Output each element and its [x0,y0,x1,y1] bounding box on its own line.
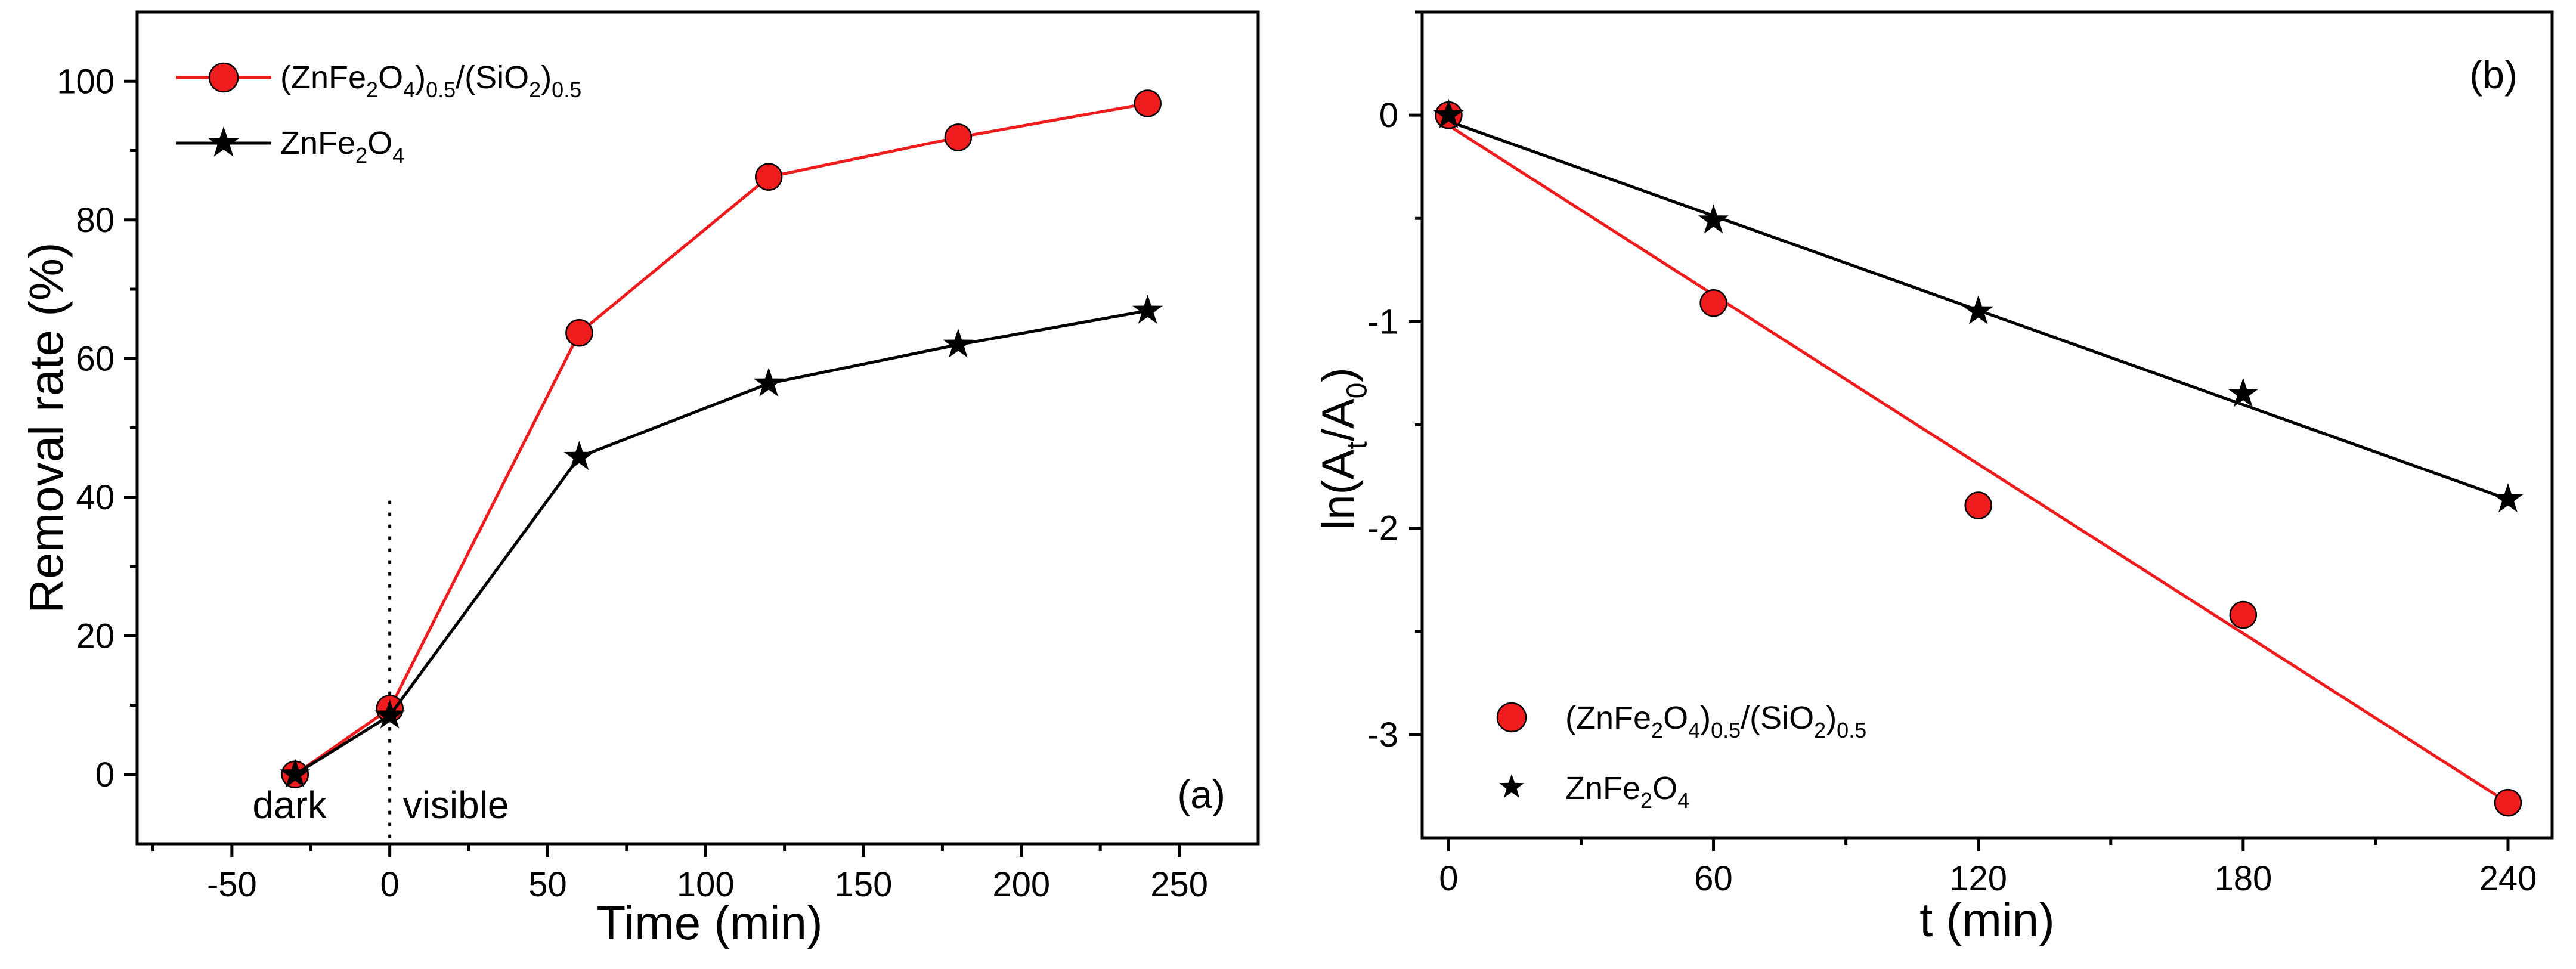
data-point-a [564,441,595,470]
x-axis-title-a: Time (min) [596,896,822,949]
legend-label-a: (ZnFe2O4)0.5/(SiO2)0.5 [280,60,581,102]
x-tick-label-a: 100 [677,865,735,904]
x-tick-label-b: 60 [1694,859,1733,898]
x-tick-label-b: 180 [2214,859,2272,898]
y-axis-title-b: ln(At/A0) [1313,367,1373,530]
y-tick-label-b: -1 [1367,302,1398,341]
data-point-a [565,318,593,347]
panel-label-b: (b) [2469,52,2518,97]
legend-label-b: (ZnFe2O4)0.5/(SiO2)0.5 [1565,700,1866,742]
data-point-a [944,123,973,151]
series-line-a [294,101,1148,776]
y-tick-label-b: -2 [1367,509,1398,548]
y-tick-label-a: 60 [76,339,114,378]
panel-b: 0 60 120 180 240 0 -1 -2 -3 t (min) ln(At/A0) (ZnFe… [1313,10,2554,946]
y-tick-label-a: 80 [76,201,114,240]
data-point-a [374,699,405,729]
series-line-a [294,309,1148,776]
x-tick-label-a: 50 [528,865,567,904]
dark-label: dark [252,784,327,826]
y-tick-label-a: 0 [95,756,114,794]
legend-marker-b [1496,702,1527,733]
visible-label: visible [403,784,509,826]
legend-marker-b [1499,774,1524,798]
data-point-a [1134,89,1162,117]
data-point-b [1698,204,1729,234]
data-point-a [1132,295,1163,324]
x-tick-label-a: 150 [835,865,893,904]
x-tick-label-b: 120 [1949,859,2007,898]
data-point-b [1433,99,1465,128]
data-point-b [1964,491,1992,519]
legend-marker-a [208,62,239,93]
data-point-a [753,367,784,397]
data-point-b [2493,483,2524,512]
data-point-b [1699,289,1727,317]
legend-b: (ZnFe2O4)0.5/(SiO2)0.5 ZnFe2O4 [1496,700,1866,813]
data-point-a [280,758,311,788]
y-tick-label-a: 100 [57,62,114,101]
y-tick-label-b: -3 [1367,716,1398,754]
data-point-a [754,163,783,191]
x-tick-label-a: -50 [207,865,257,904]
fit-line-b [1448,124,2509,804]
data-point-b [1963,295,1994,324]
x-axis-title-b: t (min) [1919,893,2055,946]
x-tick-label-a: 200 [992,865,1050,904]
y-axis-title-a: Removal rate (%) [20,242,73,613]
data-point-b [2494,788,2522,817]
x-tick-label-b: 0 [1439,859,1458,898]
data-point-b [2228,377,2259,407]
panel-label-a: (a) [1177,772,1225,816]
data-point-b [2229,600,2258,629]
y-tick-label-a: 40 [76,478,114,517]
legend-label-a: ZnFe2O4 [280,125,404,168]
legend-a: (ZnFe2O4)0.5/(SiO2)0.5 ZnFe2O4 [176,60,581,168]
data-point-a [943,329,974,358]
y-tick-label-a: 20 [76,617,114,655]
x-tick-label-a: 250 [1150,865,1208,904]
y-tick-label-b: 0 [1379,96,1398,135]
legend-marker-a [208,126,240,157]
x-tick-label-a: 0 [380,865,400,904]
x-tick-label-b: 240 [2479,859,2537,898]
legend-label-b: ZnFe2O4 [1565,770,1689,813]
